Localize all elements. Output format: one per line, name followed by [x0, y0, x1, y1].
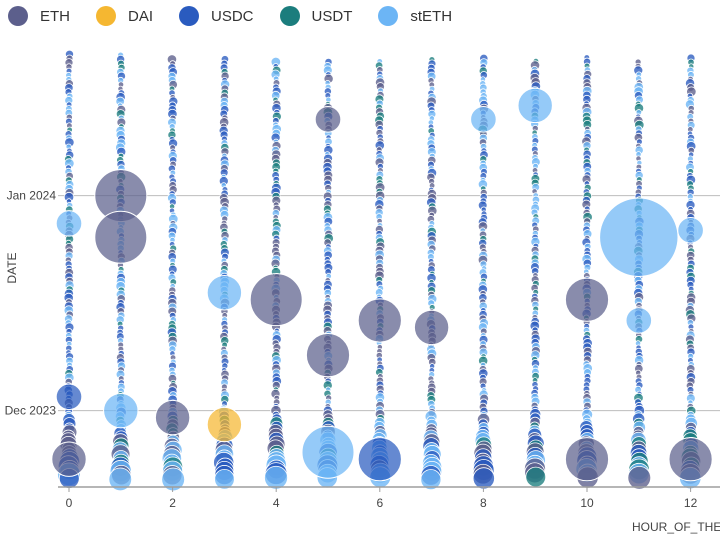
legend: ETH DAI USDC USDT stETH	[0, 0, 720, 32]
data-point-steth	[599, 197, 679, 277]
data-point-eth	[94, 210, 148, 264]
x-tick-label: 8	[480, 496, 487, 510]
legend-label: DAI	[128, 7, 154, 25]
data-point	[420, 469, 442, 491]
x-tick-label: 6	[376, 496, 383, 510]
data-point	[525, 466, 547, 488]
data-point-steth	[625, 307, 653, 334]
data-point-steth	[517, 87, 553, 124]
axis-layer: Jan 2024 Dec 2023 0 2 4 6 8 10 12 DATE HOUR_OF_THE	[5, 189, 720, 534]
data-point-steth	[677, 217, 704, 244]
data-point-usdc	[55, 383, 83, 411]
data-point-eth	[668, 437, 713, 482]
dots-layer	[57, 49, 702, 492]
data-point-steth	[206, 275, 243, 311]
y-tick-label: Dec 2023	[5, 404, 57, 418]
data-point-steth	[55, 210, 83, 237]
legend-swatch-usdc	[179, 6, 200, 26]
data-point-usdc	[357, 437, 402, 482]
legend-swatch-usdt	[279, 6, 300, 26]
data-point	[108, 467, 133, 492]
data-point	[264, 465, 288, 490]
data-point	[627, 465, 652, 490]
legend-item-steth[interactable]: stETH	[378, 6, 452, 26]
data-point-eth	[51, 441, 87, 477]
y-tick-label: Jan 2024	[7, 189, 57, 203]
data-point-steth	[103, 392, 139, 429]
data-point-eth	[249, 273, 303, 327]
x-tick-label: 10	[580, 496, 594, 510]
legend-item-usdt[interactable]: USDT	[279, 6, 353, 26]
data-point-eth	[314, 106, 342, 133]
legend-label: ETH	[40, 7, 70, 25]
data-point-eth	[413, 309, 450, 346]
legend-item-usdc[interactable]: USDC	[179, 6, 254, 26]
y-axis-label: DATE	[5, 252, 19, 283]
x-tick-label: 2	[169, 496, 176, 510]
data-point-eth	[305, 333, 351, 378]
data-point-steth	[470, 106, 497, 133]
data-point-steth	[301, 425, 355, 479]
data-point-eth	[564, 277, 610, 322]
legend-swatch-eth	[8, 6, 28, 26]
legend-label: stETH	[410, 7, 453, 25]
data-point-eth	[357, 298, 402, 343]
data-point	[472, 467, 495, 490]
highlight-layer	[51, 87, 713, 482]
legend-swatch-dai	[96, 6, 116, 26]
legend-swatch-steth	[378, 6, 399, 26]
data-point	[161, 467, 186, 492]
legend-label: USDT	[311, 7, 353, 25]
legend-label: USDC	[211, 7, 254, 25]
x-tick-label: 0	[66, 496, 73, 510]
data-point-dai	[206, 406, 243, 443]
x-tick-label: 4	[273, 496, 280, 510]
legend-item-dai[interactable]: DAI	[96, 6, 153, 26]
x-axis-label: HOUR_OF_THE	[632, 520, 720, 534]
data-point-eth	[564, 437, 610, 482]
data-point-eth	[154, 399, 191, 436]
legend-item-eth[interactable]: ETH	[8, 6, 70, 26]
data-point	[214, 468, 235, 490]
x-tick-label: 12	[684, 496, 698, 510]
